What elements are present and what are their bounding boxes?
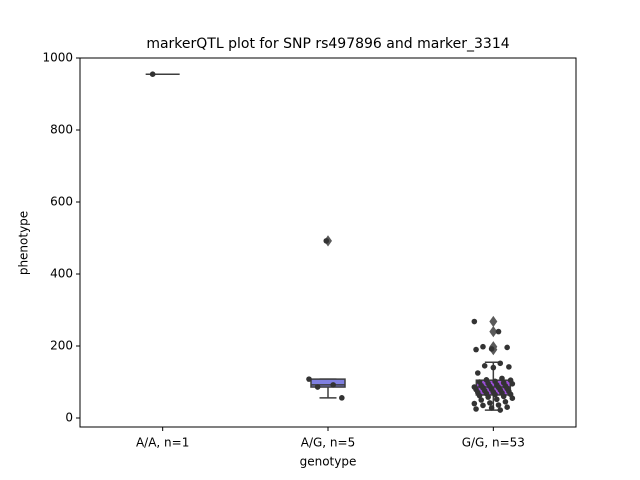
strip-point [306, 376, 312, 382]
strip-point [485, 394, 491, 400]
strip-point [497, 360, 504, 367]
y-tick-label: 0 [65, 411, 73, 425]
box [310, 378, 346, 388]
x-axis-label: genotype [300, 455, 357, 469]
strip-point [495, 402, 502, 408]
y-tick-label: 600 [50, 195, 73, 209]
y-axis-label: phenotype [17, 211, 31, 275]
plot-area [145, 71, 516, 413]
strip-point [500, 393, 507, 400]
strip-point [504, 344, 510, 351]
chart-title: markerQTL plot for SNP rs497896 and mark… [146, 36, 509, 52]
strip-point [476, 392, 483, 399]
strip-point [471, 400, 478, 407]
x-tick-label: A/G, n=5 [301, 436, 355, 450]
strip-point [480, 343, 486, 350]
strip-point [504, 404, 510, 411]
strip-point [480, 402, 486, 409]
x-tick-label: A/A, n=1 [136, 436, 189, 450]
strip-point [502, 399, 509, 405]
outlier [489, 326, 498, 338]
strip-point [488, 405, 495, 411]
y-tick-label: 400 [50, 267, 73, 281]
y-tick-label: 800 [50, 123, 73, 137]
strip-point [497, 407, 504, 413]
strip-point [499, 375, 505, 382]
strip-point [149, 71, 156, 77]
strip-point [314, 384, 321, 390]
strip-point [495, 328, 502, 335]
strip-point [474, 370, 481, 376]
strip-point [473, 406, 479, 412]
y-tick-label: 1000 [42, 51, 73, 65]
strip-point [323, 238, 330, 244]
strip-point [488, 346, 495, 352]
strip-point [487, 400, 493, 406]
outlier [489, 315, 498, 328]
x-tick-label: G/G, n=53 [462, 436, 525, 450]
y-tick-label: 200 [50, 339, 73, 353]
strip-point [473, 346, 479, 353]
strip-point [481, 363, 488, 369]
strip-point [339, 395, 345, 401]
strip-point [509, 395, 516, 402]
strip-point [471, 318, 478, 325]
strip-point [330, 382, 336, 388]
strip-point [509, 381, 516, 387]
strip-point [490, 364, 497, 371]
strip-point [492, 391, 498, 398]
strip-point [478, 397, 485, 403]
strip-point [493, 396, 500, 403]
strip-point [506, 364, 512, 370]
